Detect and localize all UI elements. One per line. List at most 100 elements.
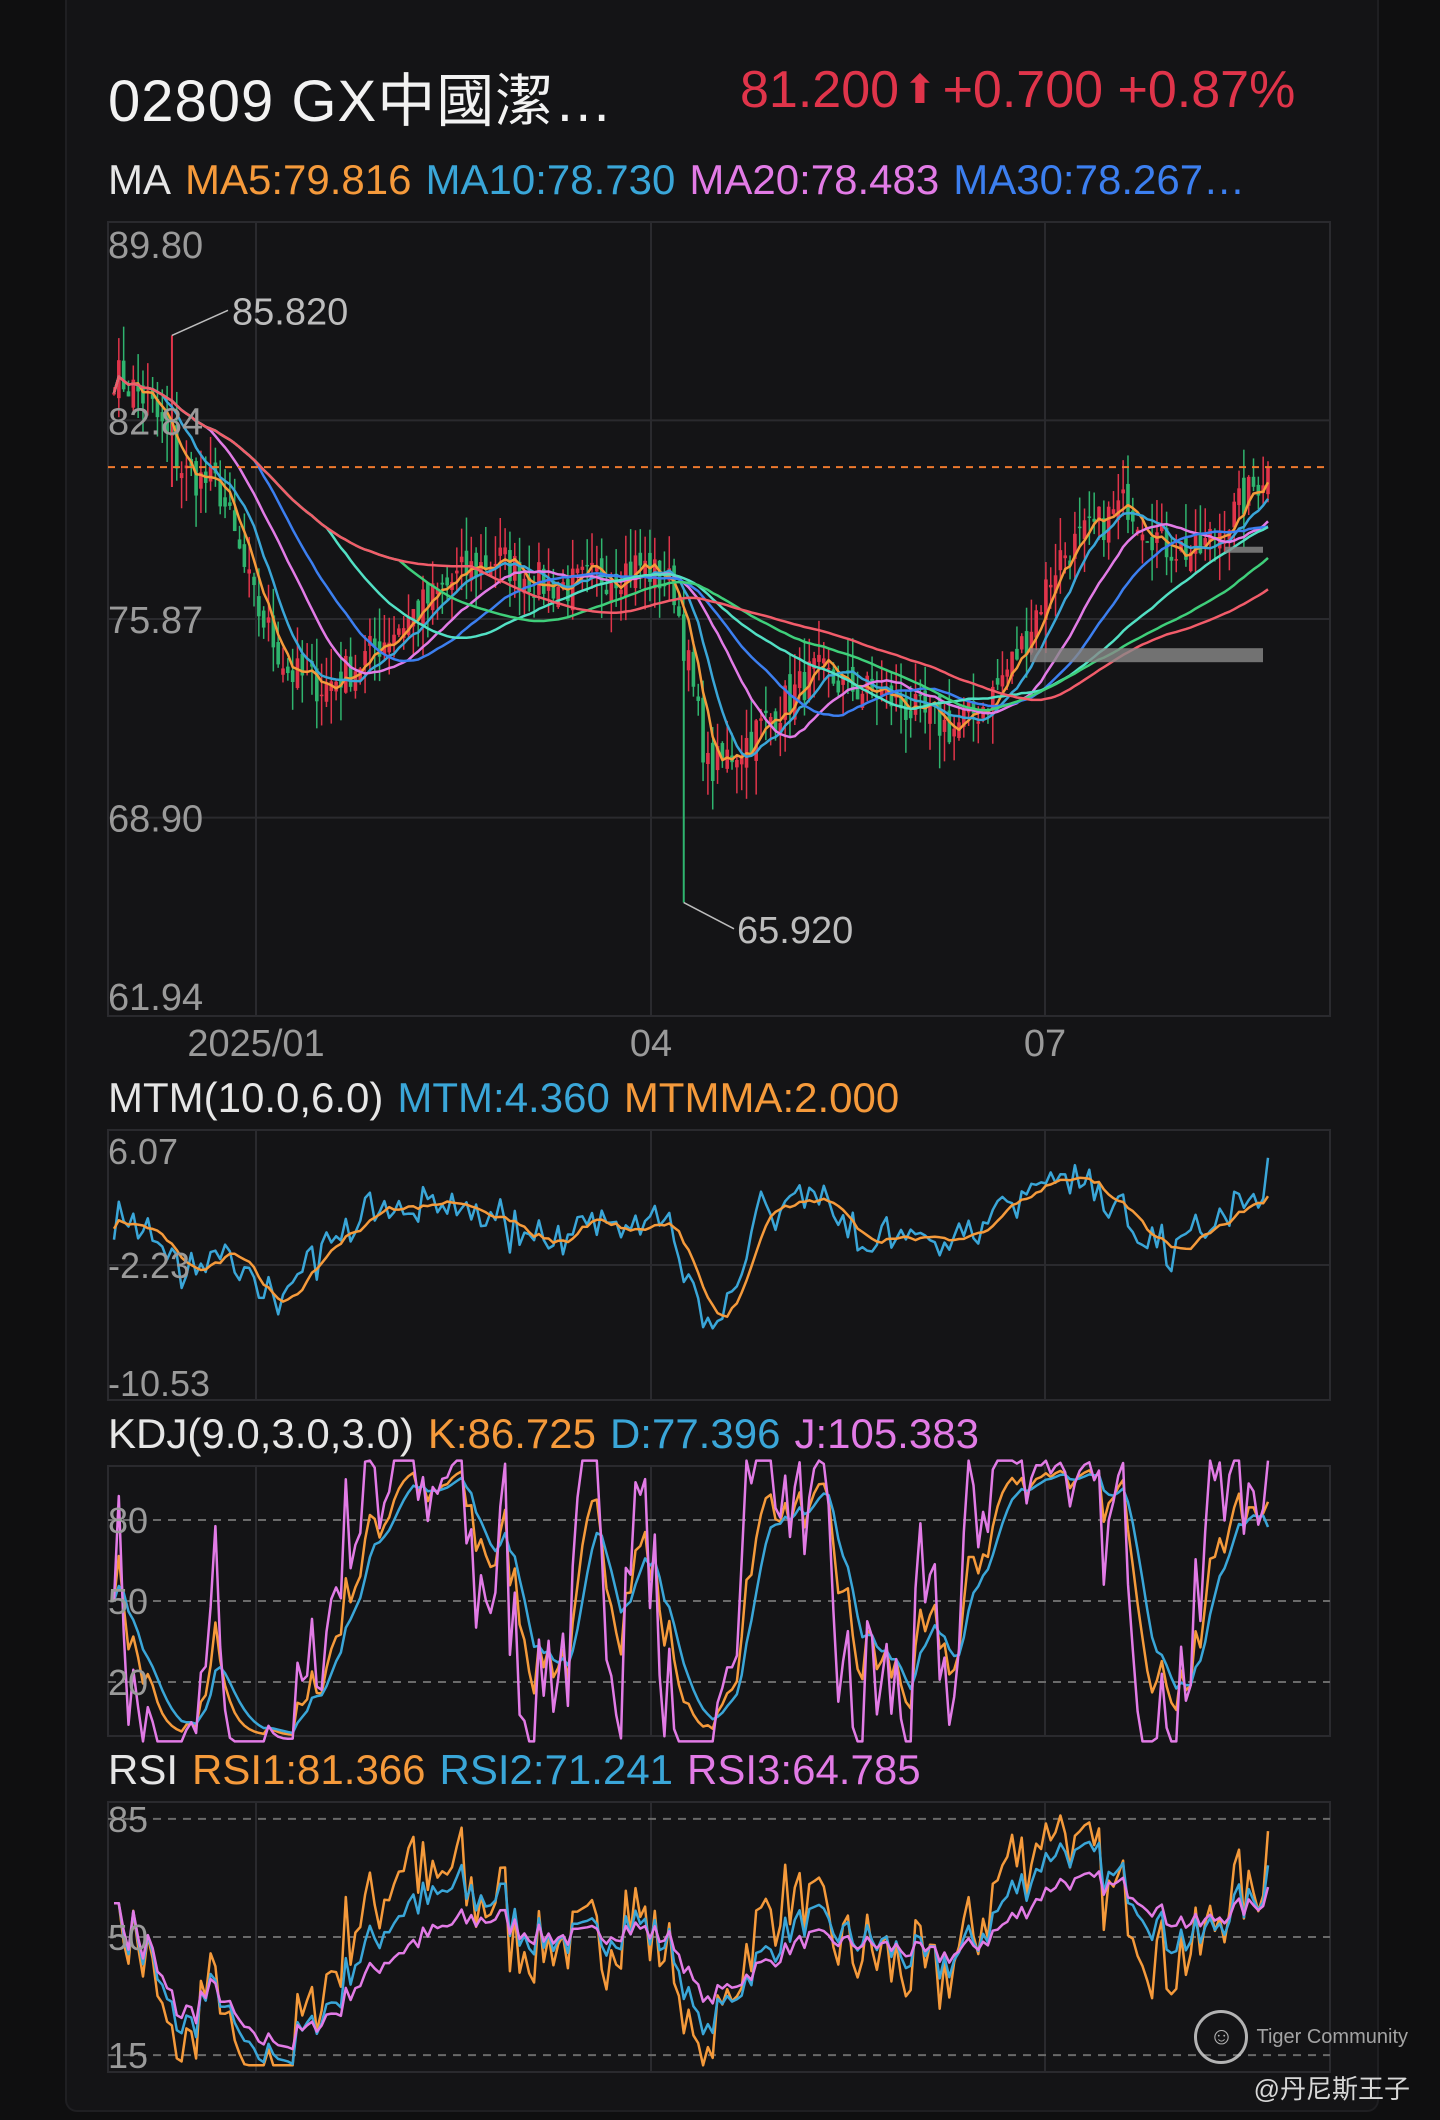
- candle-body: [1068, 560, 1072, 566]
- mtm-y-tick: -2.23: [108, 1245, 190, 1286]
- mtm-legend[interactable]: MTM(10.0,6.0) MTM:4.360 MTMMA:2.000: [108, 1074, 899, 1122]
- candle-body: [1203, 538, 1208, 546]
- candle-body: [126, 391, 131, 397]
- candle-body: [1169, 556, 1174, 561]
- candle-body: [797, 671, 802, 689]
- candle-body: [850, 666, 855, 692]
- candle-body: [1140, 534, 1145, 541]
- chart-card: [65, 0, 1379, 2112]
- candle-body: [1082, 520, 1087, 540]
- mtm-value: MTM:4.360: [397, 1074, 610, 1121]
- candle-body: [749, 731, 754, 754]
- candle-body: [1116, 500, 1121, 521]
- candle-body: [710, 742, 715, 782]
- rsi-rsi3-line: [114, 1870, 1270, 2051]
- candle-body: [884, 687, 889, 695]
- candle-body: [821, 658, 826, 664]
- stock-title: 02809 GX中國潔…: [108, 69, 614, 134]
- candle-body: [324, 682, 329, 702]
- ma30-value: MA30:78.267…: [953, 156, 1246, 203]
- candle-body: [793, 684, 797, 720]
- candle-body: [445, 577, 449, 586]
- price-y-tick: 89.80: [108, 225, 203, 267]
- candle-body: [701, 697, 705, 763]
- x-tick-label: 2025/01: [187, 1023, 324, 1065]
- kdj-legend[interactable]: KDJ(9.0,3.0,3.0) K:86.725 D:77.396 J:105.38…: [108, 1410, 979, 1458]
- mtm-mtm-line: [112, 1157, 1270, 1330]
- candle-body: [426, 582, 430, 604]
- ma-legend[interactable]: MA MA5:79.816 MA10:78.730 MA20:78.483 MA30:7…: [108, 156, 1245, 204]
- candle-body: [160, 412, 165, 422]
- price-y-tick: 61.94: [108, 977, 203, 1019]
- candle-body: [947, 710, 952, 743]
- price-y-tick: 68.90: [108, 799, 203, 841]
- candle-body: [334, 681, 338, 692]
- candle-body: [1077, 526, 1082, 529]
- candle-body: [314, 668, 319, 702]
- candle-body: [1010, 651, 1014, 677]
- last-price: 81.200: [740, 61, 900, 119]
- candle-body: [1179, 541, 1183, 552]
- rsi-rsi2-line: [114, 1840, 1270, 2066]
- candle-body: [136, 385, 140, 392]
- mtm-legend-label: MTM(10.0,6.0): [108, 1074, 384, 1121]
- candle-body: [928, 704, 932, 724]
- candle-body: [459, 556, 464, 563]
- rsi-rsi1-line: [114, 1814, 1270, 2067]
- rsi-legend[interactable]: RSI RSI1:81.366 RSI2:71.241 RSI3:64.785: [108, 1746, 921, 1794]
- candle-body: [1121, 489, 1125, 494]
- candle-body: [498, 547, 503, 556]
- candle-body: [377, 641, 382, 657]
- candle-body: [232, 510, 237, 532]
- candle-body: [1232, 501, 1237, 528]
- candle-body: [889, 685, 894, 707]
- candle-body: [440, 582, 445, 585]
- ma-legend-label: MA: [108, 156, 171, 203]
- kdj-y-tick: 80: [108, 1500, 148, 1541]
- candle-body: [879, 689, 884, 696]
- candle-body: [686, 650, 691, 671]
- candle-body: [595, 567, 599, 572]
- ma10-line: [112, 375, 1270, 758]
- candle-body: [1000, 675, 1005, 687]
- candle-body: [1019, 636, 1024, 650]
- ma10-value: MA10:78.730: [425, 156, 676, 203]
- candle-body: [570, 568, 575, 611]
- candle-body: [913, 694, 918, 715]
- candle-body: [1135, 529, 1140, 533]
- candle-body: [319, 694, 324, 697]
- candle-body: [1150, 536, 1154, 551]
- candle-body: [286, 666, 290, 674]
- candle-body: [585, 564, 589, 567]
- mtm-y-tick: 6.07: [108, 1131, 178, 1172]
- candle-body: [1251, 476, 1256, 487]
- rsi-legend-label: RSI: [108, 1746, 179, 1793]
- candle-body: [1044, 579, 1048, 620]
- candle-body: [952, 728, 956, 737]
- candle-body: [363, 651, 367, 666]
- candle-body: [720, 743, 725, 759]
- candle-body: [1053, 575, 1058, 594]
- candle-body: [237, 539, 242, 549]
- candle-body: [290, 670, 295, 683]
- candle-body: [512, 556, 517, 581]
- candle-body: [1266, 467, 1270, 495]
- ma20-line: [112, 375, 1269, 739]
- candle-body: [242, 544, 247, 567]
- mtmma-value: MTMMA:2.000: [623, 1074, 900, 1121]
- candle-body: [266, 617, 271, 623]
- candle-body: [1184, 537, 1188, 560]
- candle-body: [228, 502, 232, 506]
- candle-body: [735, 759, 739, 768]
- candle-body: [551, 580, 556, 599]
- tiger-community-watermark: ☺ Tiger Community: [1194, 2010, 1408, 2064]
- candle-body: [121, 360, 126, 390]
- candle-body: [464, 550, 469, 576]
- candle-body: [522, 578, 527, 594]
- candle-body: [155, 398, 160, 418]
- candle-body: [141, 385, 145, 404]
- candle-body: [609, 582, 614, 604]
- candle-body: [855, 687, 860, 700]
- candle-body: [483, 555, 488, 570]
